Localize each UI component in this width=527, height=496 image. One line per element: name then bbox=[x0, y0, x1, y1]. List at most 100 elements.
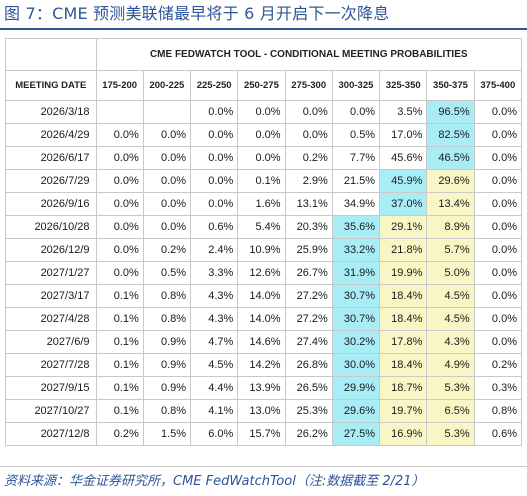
probability-cell: 3.5% bbox=[379, 100, 428, 124]
probability-cell: 21.5% bbox=[331, 169, 381, 193]
meeting-date-cell: 2027/3/17 bbox=[5, 284, 97, 308]
probability-cell: 34.9% bbox=[331, 192, 381, 216]
probability-cell: 0.1% bbox=[95, 376, 144, 400]
probability-cell: 0.0% bbox=[473, 307, 523, 331]
probability-cell: 18.7% bbox=[379, 376, 428, 400]
probability-cell: 0.8% bbox=[142, 307, 192, 331]
probability-cell: 0.0% bbox=[142, 215, 192, 239]
probability-cell: 0.1% bbox=[95, 284, 144, 308]
probability-cell: 21.8% bbox=[379, 238, 428, 262]
probability-cell: 0.0% bbox=[284, 100, 333, 124]
probability-cell: 30.7% bbox=[331, 284, 381, 308]
probability-cell: 35.6% bbox=[331, 215, 381, 239]
column-header-range: 325-350 bbox=[379, 70, 428, 101]
probability-cell: 0.8% bbox=[142, 399, 192, 423]
probability-cell: 0.0% bbox=[142, 123, 192, 147]
meeting-date-cell: 2027/10/27 bbox=[5, 399, 97, 423]
probability-cell: 0.0% bbox=[473, 215, 523, 239]
probability-cell: 0.0% bbox=[142, 169, 192, 193]
column-header-range: 350-375 bbox=[426, 70, 475, 101]
meeting-date-cell: 2026/7/29 bbox=[5, 169, 97, 193]
probability-cell: 0.0% bbox=[473, 330, 523, 354]
table-body: 2026/3/18 0.0% 0.0% 0.0% 0.0% 3.5% 96.5% 0.0% 20… bbox=[5, 100, 523, 446]
probability-cell: 0.0% bbox=[190, 169, 239, 193]
probability-cell: 0.1% bbox=[95, 353, 144, 377]
column-header-range: 375-400 bbox=[473, 70, 523, 101]
meeting-date-cell: 2026/4/29 bbox=[5, 123, 97, 147]
table-row: 2026/10/28 0.0% 0.0% 0.6% 5.4% 20.3% 35.6% 29.1… bbox=[5, 215, 523, 239]
probability-cell: 0.1% bbox=[95, 399, 144, 423]
column-header-row: MEETING DATE 175-200 200-225 225-250 250-275… bbox=[5, 70, 523, 101]
probability-cell: 15.7% bbox=[237, 422, 286, 446]
probability-cell: 29.9% bbox=[331, 376, 381, 400]
probability-cell: 0.0% bbox=[473, 238, 523, 262]
table-row: 2026/6/17 0.0% 0.0% 0.0% 0.0% 0.2% 7.7% 45.6% 46… bbox=[5, 146, 523, 170]
probability-cell: 26.2% bbox=[284, 422, 333, 446]
probability-cell: 20.3% bbox=[284, 215, 333, 239]
probability-cell: 0.0% bbox=[473, 284, 523, 308]
probability-cell: 0.0% bbox=[237, 100, 286, 124]
probability-cell: 26.8% bbox=[284, 353, 333, 377]
table-corner-blank bbox=[5, 38, 97, 71]
probability-cell: 0.0% bbox=[95, 192, 144, 216]
probability-cell: 0.2% bbox=[95, 422, 144, 446]
probability-cell: 2.4% bbox=[190, 238, 239, 262]
probability-cell: 1.5% bbox=[142, 422, 192, 446]
probability-cell: 4.5% bbox=[426, 284, 475, 308]
probability-cell: 4.1% bbox=[190, 399, 239, 423]
probability-cell: 0.0% bbox=[284, 123, 333, 147]
probability-cell: 0.1% bbox=[95, 330, 144, 354]
table-row: 2027/9/15 0.1% 0.9% 4.4% 13.9% 26.5% 29.9% 18.7… bbox=[5, 376, 523, 400]
table-row: 2027/10/27 0.1% 0.8% 4.1% 13.0% 25.3% 29.6% 19.… bbox=[5, 399, 523, 423]
probability-cell: 0.0% bbox=[331, 100, 381, 124]
column-header-meeting-date: MEETING DATE bbox=[5, 70, 97, 101]
table-row: 2027/6/9 0.1% 0.9% 4.7% 14.6% 27.4% 30.2% 17.8%… bbox=[5, 330, 523, 354]
probability-cell: 27.5% bbox=[331, 422, 381, 446]
probability-cell: 4.5% bbox=[426, 307, 475, 331]
probability-cell: 19.9% bbox=[379, 261, 428, 285]
probability-cell: 13.9% bbox=[237, 376, 286, 400]
meeting-date-cell: 2026/6/17 bbox=[5, 146, 97, 170]
probability-cell: 14.2% bbox=[237, 353, 286, 377]
probability-cell: 45.9% bbox=[379, 169, 428, 193]
probability-cell: 14.6% bbox=[237, 330, 286, 354]
probability-cell: 0.0% bbox=[142, 146, 192, 170]
probability-cell: 4.7% bbox=[190, 330, 239, 354]
probability-cell: 45.6% bbox=[379, 146, 428, 170]
meeting-date-cell: 2027/6/9 bbox=[5, 330, 97, 354]
probability-cell: 0.0% bbox=[190, 123, 239, 147]
probability-cell: 29.6% bbox=[331, 399, 381, 423]
table-row: 2026/9/16 0.0% 0.0% 0.0% 1.6% 13.1% 34.9% 37.0%… bbox=[5, 192, 523, 216]
probability-cell: 17.0% bbox=[379, 123, 428, 147]
table-row: 2026/12/9 0.0% 0.2% 2.4% 10.9% 25.9% 33.2% 21.8… bbox=[5, 238, 523, 262]
probability-cell: 13.1% bbox=[284, 192, 333, 216]
source-note: 资料来源：华金证券研究所，CME FedWatchTool（注:数据截至 2/2… bbox=[4, 474, 425, 489]
probability-cell: 0.6% bbox=[473, 422, 523, 446]
probability-cell: 0.0% bbox=[95, 123, 144, 147]
column-header-range: 200-225 bbox=[142, 70, 192, 101]
probability-cell: 0.0% bbox=[190, 192, 239, 216]
probability-cell: 0.9% bbox=[142, 376, 192, 400]
meeting-date-cell: 2027/9/15 bbox=[5, 376, 97, 400]
probability-cell: 29.1% bbox=[379, 215, 428, 239]
probability-cell: 2.9% bbox=[284, 169, 333, 193]
probability-cell: 5.4% bbox=[237, 215, 286, 239]
bottom-divider bbox=[0, 466, 527, 467]
probability-cell: 37.0% bbox=[379, 192, 428, 216]
probability-cell: 26.5% bbox=[284, 376, 333, 400]
meeting-date-cell: 2027/12/8 bbox=[5, 422, 97, 446]
probability-cell: 5.3% bbox=[426, 422, 475, 446]
column-header-range: 275-300 bbox=[284, 70, 333, 101]
probability-cell: 0.0% bbox=[473, 261, 523, 285]
probability-cell: 5.3% bbox=[426, 376, 475, 400]
probability-cell: 0.0% bbox=[473, 169, 523, 193]
table-title: CME FEDWATCH TOOL - CONDITIONAL MEETING … bbox=[95, 38, 522, 71]
probability-table: CME FEDWATCH TOOL - CONDITIONAL MEETING … bbox=[5, 38, 523, 446]
probability-cell: 13.4% bbox=[426, 192, 475, 216]
probability-cell: 0.0% bbox=[473, 100, 523, 124]
figure-title: 图 7：CME 预测美联储最早将于 6 月开启下一次降息 bbox=[4, 4, 390, 23]
probability-cell: 0.2% bbox=[284, 146, 333, 170]
probability-cell: 0.0% bbox=[95, 215, 144, 239]
probability-cell: 0.0% bbox=[190, 146, 239, 170]
meeting-date-cell: 2026/12/9 bbox=[5, 238, 97, 262]
